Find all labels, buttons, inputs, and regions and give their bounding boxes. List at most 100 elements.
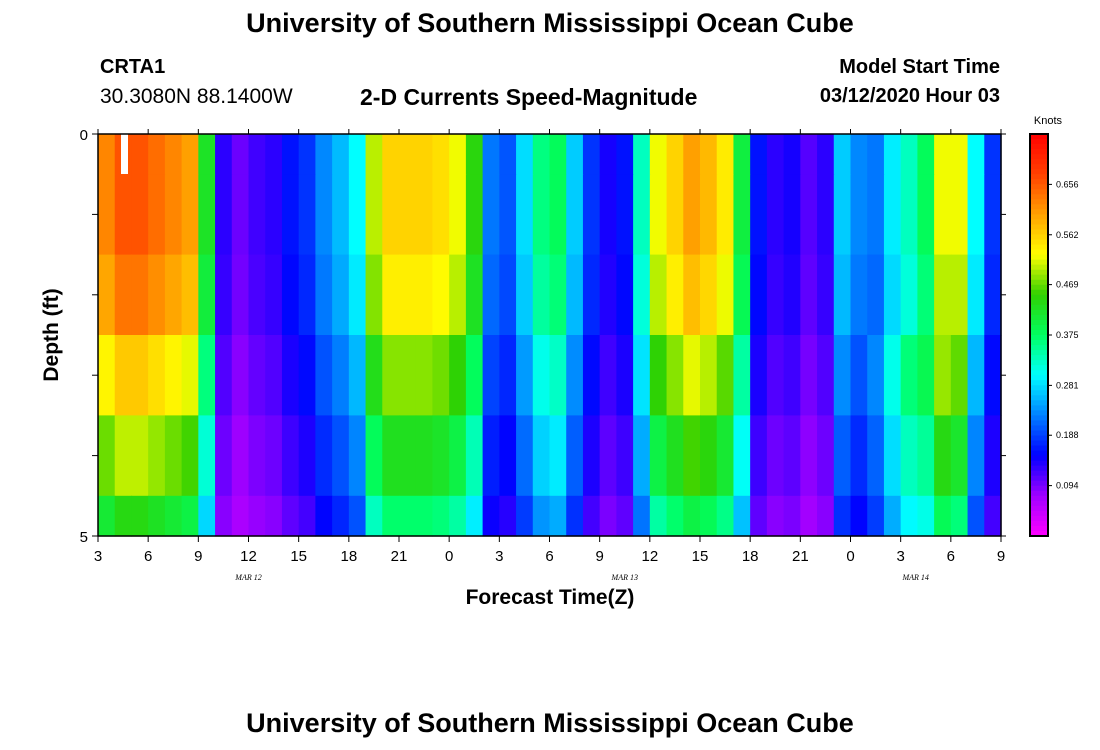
colorbar-segment — [1030, 319, 1048, 326]
heatmap-cell — [700, 254, 718, 336]
heatmap-cell — [148, 415, 166, 497]
colorbar-segment — [1030, 470, 1048, 477]
x-tick-label: 15 — [290, 548, 307, 565]
heatmap-cell — [332, 254, 350, 336]
heatmap-cell — [298, 254, 316, 336]
colorbar-segment — [1030, 304, 1048, 311]
colorbar-segment — [1030, 420, 1048, 427]
model-start-value: 03/12/2020 Hour 03 — [819, 85, 1000, 107]
heatmap-cell — [883, 254, 902, 336]
heatmap-cell — [750, 415, 768, 497]
heatmap-cell — [382, 415, 400, 497]
heatmap-cell — [900, 335, 918, 416]
heatmap-cell — [148, 495, 166, 537]
heatmap-cell — [766, 335, 785, 416]
heatmap-cell — [315, 335, 333, 416]
colorbar-segment — [1030, 520, 1048, 527]
heatmap-cell — [215, 254, 233, 336]
heatmap-cell — [850, 254, 868, 336]
heatmap-cell — [766, 415, 785, 497]
colorbar: Knots 0.094 0.188 0.281 0.375 0.469 0.562 0.656 — [1029, 115, 1079, 537]
heatmap-cell — [666, 254, 684, 336]
heatmap-cell — [98, 495, 116, 537]
colorbar-segment — [1030, 139, 1048, 145]
heatmap-cell — [215, 134, 233, 175]
colorbar-segment — [1030, 410, 1048, 417]
colorbar-segment — [1030, 144, 1048, 150]
heatmap-cell — [148, 174, 166, 256]
heatmap-cell — [482, 174, 500, 256]
heatmap-cell — [733, 254, 751, 336]
heatmap-cell — [148, 134, 166, 175]
heatmap-cell — [934, 495, 952, 537]
x-tick-label: 15 — [692, 548, 709, 565]
heatmap-cell — [967, 174, 985, 256]
heatmap-cell — [616, 335, 634, 416]
heatmap-cell — [733, 174, 751, 256]
x-date-label: MAR 14 — [901, 573, 928, 582]
heatmap-cell — [432, 254, 450, 336]
heatmap-cell — [399, 495, 417, 537]
heatmap-cell — [683, 254, 701, 336]
heatmap-cell — [950, 134, 969, 175]
heatmap-cell — [750, 134, 768, 175]
heatmap-cell — [231, 254, 250, 336]
heatmap-cell — [298, 174, 316, 256]
heatmap-cell — [231, 415, 250, 497]
heatmap-cell — [683, 495, 701, 537]
x-tick-label: 0 — [846, 548, 854, 565]
colorbar-segment — [1030, 355, 1048, 361]
heatmap-cell — [867, 415, 885, 497]
y-tick-label: 0 — [80, 127, 88, 144]
heatmap-cell — [850, 415, 868, 497]
heatmap-cell — [382, 134, 400, 175]
heatmap-cell — [800, 335, 818, 416]
heatmap-cell — [582, 335, 601, 416]
colorbar-segment — [1030, 500, 1048, 507]
x-date-label: MAR 13 — [611, 573, 638, 582]
heatmap-cell — [700, 174, 718, 256]
colorbar-segment — [1030, 400, 1048, 406]
x-tick-label: 6 — [545, 548, 553, 565]
heatmap-cell — [633, 134, 651, 175]
heatmap-cell — [465, 335, 484, 416]
heatmap-cell — [683, 134, 701, 175]
heatmap-cell — [934, 415, 952, 497]
colorbar-segment — [1030, 480, 1048, 487]
heatmap-cell — [683, 174, 701, 256]
colorbar-segment — [1030, 340, 1048, 346]
x-tick-label: 9 — [194, 548, 202, 565]
heatmap-cell — [298, 415, 316, 497]
heatmap-cell — [348, 335, 367, 416]
heatmap-cell — [265, 134, 283, 175]
heatmap-cell — [98, 174, 116, 256]
heatmap-cell — [198, 134, 216, 175]
x-tick-label: 9 — [595, 548, 603, 565]
colorbar-segment — [1030, 249, 1048, 256]
heatmap-cell — [365, 495, 383, 537]
heatmap-cell — [917, 134, 935, 175]
heatmap-cell — [482, 254, 500, 336]
heatmap-cell — [198, 495, 216, 537]
heatmap-cell — [817, 335, 835, 416]
heatmap-cell — [265, 254, 283, 336]
colorbar-segment — [1030, 505, 1048, 512]
heatmap-cell — [900, 415, 918, 497]
heatmap-cell — [733, 335, 751, 416]
heatmap-cell — [917, 495, 935, 537]
heatmap-cell — [532, 254, 551, 336]
x-tick-label: 3 — [896, 548, 904, 565]
heatmap-cell — [281, 495, 300, 537]
colorbar-segment — [1030, 204, 1048, 210]
heatmap-cell — [281, 415, 300, 497]
heatmap-cell — [733, 495, 751, 537]
heatmap-cell — [566, 174, 584, 256]
heatmap-cell — [315, 495, 333, 537]
heatmap-cell — [114, 335, 133, 416]
heatmap-cell — [181, 134, 199, 175]
heatmap-cell — [432, 415, 450, 497]
heatmap-cell — [867, 174, 885, 256]
heatmap-cell — [415, 335, 434, 416]
colorbar-segment — [1030, 219, 1048, 226]
heatmap-cell — [215, 335, 233, 416]
